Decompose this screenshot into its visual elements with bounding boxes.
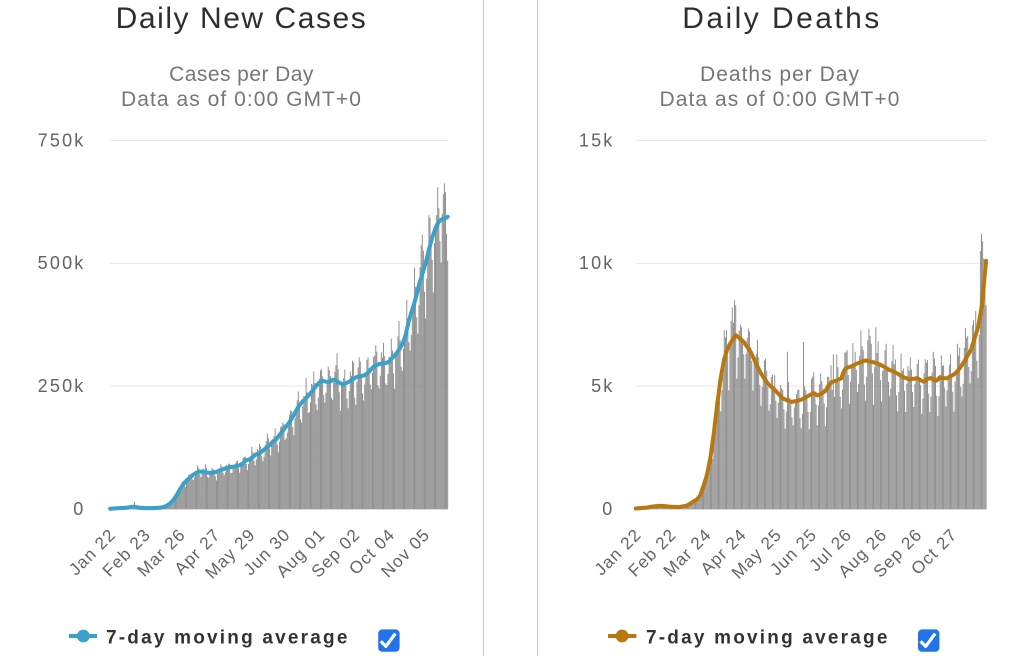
- svg-text:500k: 500k: [38, 253, 86, 273]
- svg-text:750k: 750k: [38, 130, 86, 150]
- svg-text:0: 0: [73, 499, 85, 519]
- svg-text:0: 0: [602, 499, 614, 519]
- svg-text:5k: 5k: [591, 376, 614, 396]
- svg-text:Deaths per Day: Deaths per Day: [700, 63, 860, 86]
- svg-text:Daily New Cases: Daily New Cases: [116, 2, 368, 35]
- svg-text:7-day moving average: 7-day moving average: [106, 628, 350, 649]
- svg-text:Cases per Day: Cases per Day: [169, 63, 314, 86]
- svg-text:Daily Deaths: Daily Deaths: [682, 2, 881, 35]
- svg-text:250k: 250k: [38, 376, 86, 396]
- svg-text:Data as of 0:00 GMT+0: Data as of 0:00 GMT+0: [121, 88, 362, 111]
- svg-text:7-day moving average: 7-day moving average: [646, 628, 890, 649]
- svg-text:15k: 15k: [579, 130, 615, 150]
- svg-text:Data as of 0:00 GMT+0: Data as of 0:00 GMT+0: [660, 88, 901, 111]
- svg-text:10k: 10k: [579, 253, 615, 273]
